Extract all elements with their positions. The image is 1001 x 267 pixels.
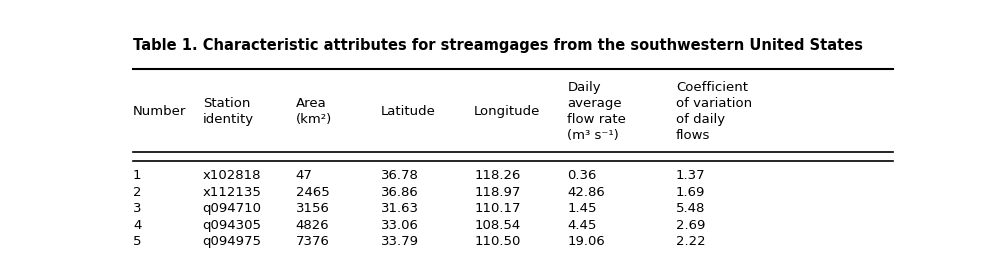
Text: Number: Number: [133, 105, 186, 118]
Text: Longitude: Longitude: [474, 105, 541, 118]
Text: 47: 47: [296, 170, 312, 182]
Text: 4826: 4826: [296, 219, 329, 232]
Text: 2.22: 2.22: [676, 235, 706, 248]
Text: 5.48: 5.48: [676, 202, 706, 215]
Text: 1.69: 1.69: [676, 186, 706, 199]
Text: 0.36: 0.36: [568, 170, 597, 182]
Text: 3156: 3156: [296, 202, 329, 215]
Text: 118.26: 118.26: [474, 170, 521, 182]
Text: 108.54: 108.54: [474, 219, 521, 232]
Text: 1.45: 1.45: [568, 202, 597, 215]
Text: 4.45: 4.45: [568, 219, 597, 232]
Text: 2.69: 2.69: [676, 219, 706, 232]
Text: 5: 5: [133, 235, 141, 248]
Text: Daily
average
flow rate
(m³ s⁻¹): Daily average flow rate (m³ s⁻¹): [568, 81, 627, 142]
Text: Station
identity: Station identity: [202, 97, 254, 126]
Text: x112135: x112135: [202, 186, 261, 199]
Text: 36.86: 36.86: [381, 186, 418, 199]
Text: 2: 2: [133, 186, 141, 199]
Text: 19.06: 19.06: [568, 235, 605, 248]
Text: 36.78: 36.78: [381, 170, 419, 182]
Text: Area
(km²): Area (km²): [296, 97, 332, 126]
Text: 1: 1: [133, 170, 141, 182]
Text: Latitude: Latitude: [381, 105, 436, 118]
Text: Table 1. Characteristic attributes for streamgages from the southwestern United : Table 1. Characteristic attributes for s…: [133, 38, 863, 53]
Text: q094975: q094975: [202, 235, 261, 248]
Text: 33.06: 33.06: [381, 219, 419, 232]
Text: 31.63: 31.63: [381, 202, 419, 215]
Text: 110.50: 110.50: [474, 235, 521, 248]
Text: q094710: q094710: [202, 202, 261, 215]
Text: 42.86: 42.86: [568, 186, 605, 199]
Text: 33.79: 33.79: [381, 235, 419, 248]
Text: 4: 4: [133, 219, 141, 232]
Text: 3: 3: [133, 202, 141, 215]
Text: 110.17: 110.17: [474, 202, 521, 215]
Text: Coefficient
of variation
of daily
flows: Coefficient of variation of daily flows: [676, 81, 752, 142]
Text: x102818: x102818: [202, 170, 261, 182]
Text: 7376: 7376: [296, 235, 329, 248]
Text: 2465: 2465: [296, 186, 329, 199]
Text: 118.97: 118.97: [474, 186, 521, 199]
Text: 1.37: 1.37: [676, 170, 706, 182]
Text: q094305: q094305: [202, 219, 261, 232]
